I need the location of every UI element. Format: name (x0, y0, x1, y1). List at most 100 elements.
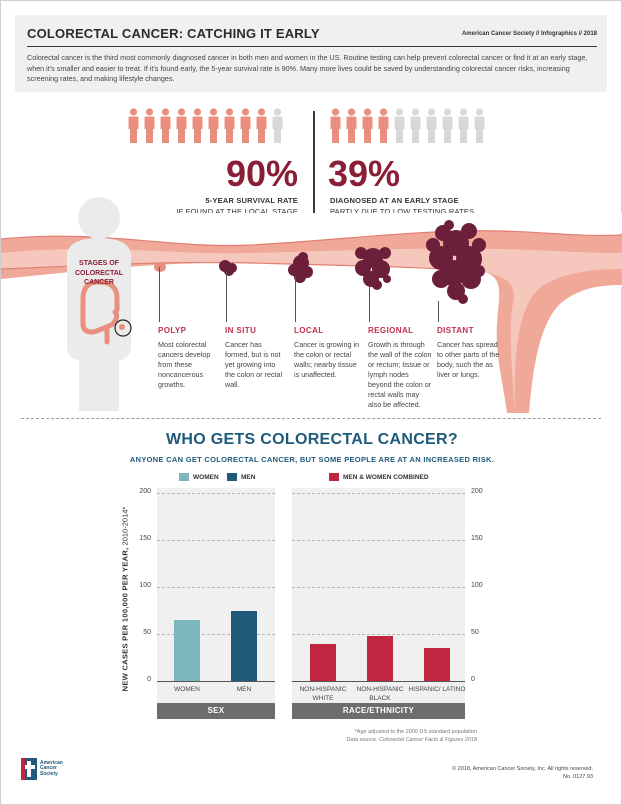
category-label: HISPANIC/ LATINO (408, 686, 466, 693)
diagnosed-figure-highlighted (329, 108, 342, 149)
gridline (292, 587, 465, 588)
in-situ-pointer (226, 271, 227, 322)
y-tick-label-right: 100 (471, 582, 483, 589)
stage-title: IN SITU (225, 326, 257, 335)
intro-paragraph: Colorectal cancer is the third most comm… (27, 53, 588, 83)
section-divider (21, 418, 601, 419)
footnote-age-adjusted: *Age adjusted to the 2000 US standard po… (354, 729, 477, 735)
stat-divider (313, 111, 315, 215)
diagnosed-label: DIAGNOSED AT AN EARLY STAGE (330, 196, 459, 205)
diagnosed-figure-muted (457, 108, 470, 149)
polyp-growth (154, 262, 166, 272)
diagnosed-sublabel: PARTLY DUE TO LOW TESTING RATES (330, 207, 475, 216)
legend-swatch (179, 473, 189, 481)
gridline (157, 634, 275, 635)
bar-hispanic-latino (424, 648, 450, 681)
survival-figure-highlighted (239, 108, 252, 149)
legend-women: WOMEN (179, 473, 219, 481)
colon-wall (1, 230, 622, 413)
stage-title: LOCAL (294, 326, 324, 335)
y-axis-label-main: NEW CASES PER 100,000 PER YEAR, (120, 547, 130, 692)
header-divider (27, 46, 597, 47)
legend-label: MEN (241, 473, 256, 481)
stage-title: POLYP (158, 326, 187, 335)
polyp-pointer (159, 267, 160, 322)
diagnosed-figure-highlighted (345, 108, 358, 149)
category-label: NON-HISPANIC WHITE (299, 686, 347, 702)
legend-men: MEN (227, 473, 255, 481)
gridline (157, 587, 275, 588)
survival-sublabel: IF FOUND AT THE LOCAL STAGE (176, 207, 298, 216)
diagnosed-percent: 39% (328, 153, 401, 194)
section-title: WHO GETS COLORECTAL CANCER? (166, 431, 458, 448)
stage-description: Most colorectal cancers develop from the… (158, 340, 211, 389)
survival-figure-highlighted (143, 108, 156, 149)
group-label-sex: SEX (157, 703, 275, 719)
y-tick-label-left: 50 (143, 629, 151, 636)
diagnosed-figure-highlighted (361, 108, 374, 149)
stage-title: REGIONAL (368, 326, 414, 335)
zoom-circle (114, 319, 132, 337)
diagnosed-figure-row (329, 108, 486, 149)
colon-inner-lining (1, 248, 622, 413)
y-tick-label-left: 150 (139, 535, 151, 542)
y-tick-label-left: 200 (139, 488, 151, 495)
survival-figure-muted (271, 108, 284, 149)
diagnosed-figure-muted (425, 108, 438, 149)
logo-wordmark: American Cancer Society (40, 759, 63, 777)
y-tick-label-right: 50 (471, 629, 479, 636)
stage-description: Growth is through the wall of the colon … (368, 340, 432, 409)
stage-regional: REGIONAL Growth is through the wall of t… (368, 326, 432, 410)
legend-label: MEN & WOMEN COMBINED (343, 473, 429, 481)
survival-figure-highlighted (127, 108, 140, 149)
legend-swatch (227, 473, 237, 481)
category-label: NON-HISPANIC BLACK (356, 686, 404, 702)
y-tick-label-right: 150 (471, 535, 483, 542)
y-tick-label-right: 200 (471, 488, 483, 495)
bar-non-hispanic-white (310, 644, 336, 681)
source-label: American Cancer Society // Infographics … (461, 31, 597, 37)
footnote-source-prefix: Data source: (346, 737, 380, 743)
in-situ-tumor (219, 260, 237, 276)
survival-percent: 90% (225, 153, 298, 194)
legend-swatch (329, 473, 339, 481)
local-pointer (295, 277, 296, 322)
gridline (292, 493, 465, 494)
survival-figure-highlighted (175, 108, 188, 149)
header-panel: COLORECTAL CANCER: CATCHING IT EARLY Ame… (15, 15, 607, 92)
category-label: WOMEN (174, 686, 200, 693)
y-tick-label-right: 0 (471, 676, 475, 683)
footnote: *Age adjusted to the 2000 US standard po… (346, 728, 477, 744)
acs-logo-mark (21, 758, 37, 780)
stage-local: LOCAL Cancer is growing in the colon or … (294, 326, 362, 380)
x-axis-baseline (292, 681, 465, 682)
bar-non-hispanic-black (367, 635, 393, 681)
stage-title: DISTANT (437, 326, 474, 335)
section-subtitle: ANYONE CAN GET COLORECTAL CANCER, BUT SO… (129, 455, 495, 464)
x-axis-baseline (157, 681, 275, 682)
legend-label: WOMEN (193, 473, 219, 481)
stage-description: Cancer is growing in the colon or rectal… (294, 340, 360, 379)
bar-men (231, 610, 257, 681)
diagnosed-figure-muted (393, 108, 406, 149)
stage-polyp: POLYP Most colorectal cancers develop fr… (158, 326, 222, 390)
page-title: COLORECTAL CANCER: CATCHING IT EARLY (27, 26, 320, 41)
regional-tumor (355, 247, 391, 290)
gridline (157, 540, 275, 541)
y-tick-label-left: 100 (139, 582, 151, 589)
survival-label: 5-YEAR SURVIVAL RATE (205, 196, 298, 205)
survival-figure-highlighted (159, 108, 172, 149)
category-label: MEN (236, 686, 252, 693)
local-tumor (288, 252, 313, 283)
survival-figure-highlighted (223, 108, 236, 149)
survival-figure-highlighted (207, 108, 220, 149)
gridline (157, 493, 275, 494)
survival-figure-highlighted (255, 108, 268, 149)
gridline (292, 634, 465, 635)
survival-figure-highlighted (191, 108, 204, 149)
document-number: No. 0127.93 (563, 774, 593, 780)
stage-distant: DISTANT Cancer has spread to other parts… (437, 326, 501, 380)
copyright: © 2018, American Cancer Society, Inc. Al… (452, 765, 593, 781)
footnote-source: Data source: Colorectal Cancer Facts & F… (346, 736, 477, 744)
